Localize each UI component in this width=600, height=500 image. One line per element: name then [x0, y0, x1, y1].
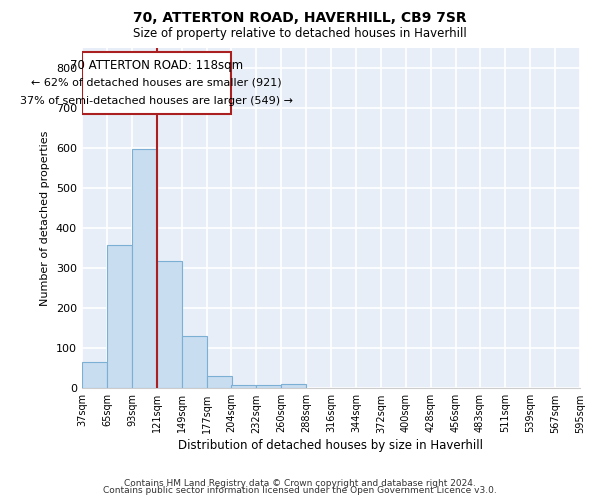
- Bar: [157, 261, 182, 388]
- Text: Contains HM Land Registry data © Crown copyright and database right 2024.: Contains HM Land Registry data © Crown c…: [124, 478, 476, 488]
- Bar: [107, 245, 132, 388]
- Text: 70, ATTERTON ROAD, HAVERHILL, CB9 7SR: 70, ATTERTON ROAD, HAVERHILL, CB9 7SR: [133, 11, 467, 25]
- Bar: [132, 149, 157, 388]
- Text: 37% of semi-detached houses are larger (549) →: 37% of semi-detached houses are larger (…: [20, 96, 293, 106]
- Text: Contains public sector information licensed under the Open Government Licence v3: Contains public sector information licen…: [103, 486, 497, 495]
- Bar: [231, 385, 256, 388]
- Bar: [256, 385, 281, 388]
- Text: Size of property relative to detached houses in Haverhill: Size of property relative to detached ho…: [133, 28, 467, 40]
- Bar: [82, 362, 107, 388]
- X-axis label: Distribution of detached houses by size in Haverhill: Distribution of detached houses by size …: [178, 440, 484, 452]
- Bar: [82, 52, 231, 114]
- Bar: [281, 384, 306, 388]
- Bar: [207, 376, 232, 388]
- Text: ← 62% of detached houses are smaller (921): ← 62% of detached houses are smaller (92…: [31, 78, 282, 88]
- Y-axis label: Number of detached properties: Number of detached properties: [40, 130, 50, 306]
- Bar: [182, 336, 207, 388]
- Text: 70 ATTERTON ROAD: 118sqm: 70 ATTERTON ROAD: 118sqm: [70, 60, 243, 72]
